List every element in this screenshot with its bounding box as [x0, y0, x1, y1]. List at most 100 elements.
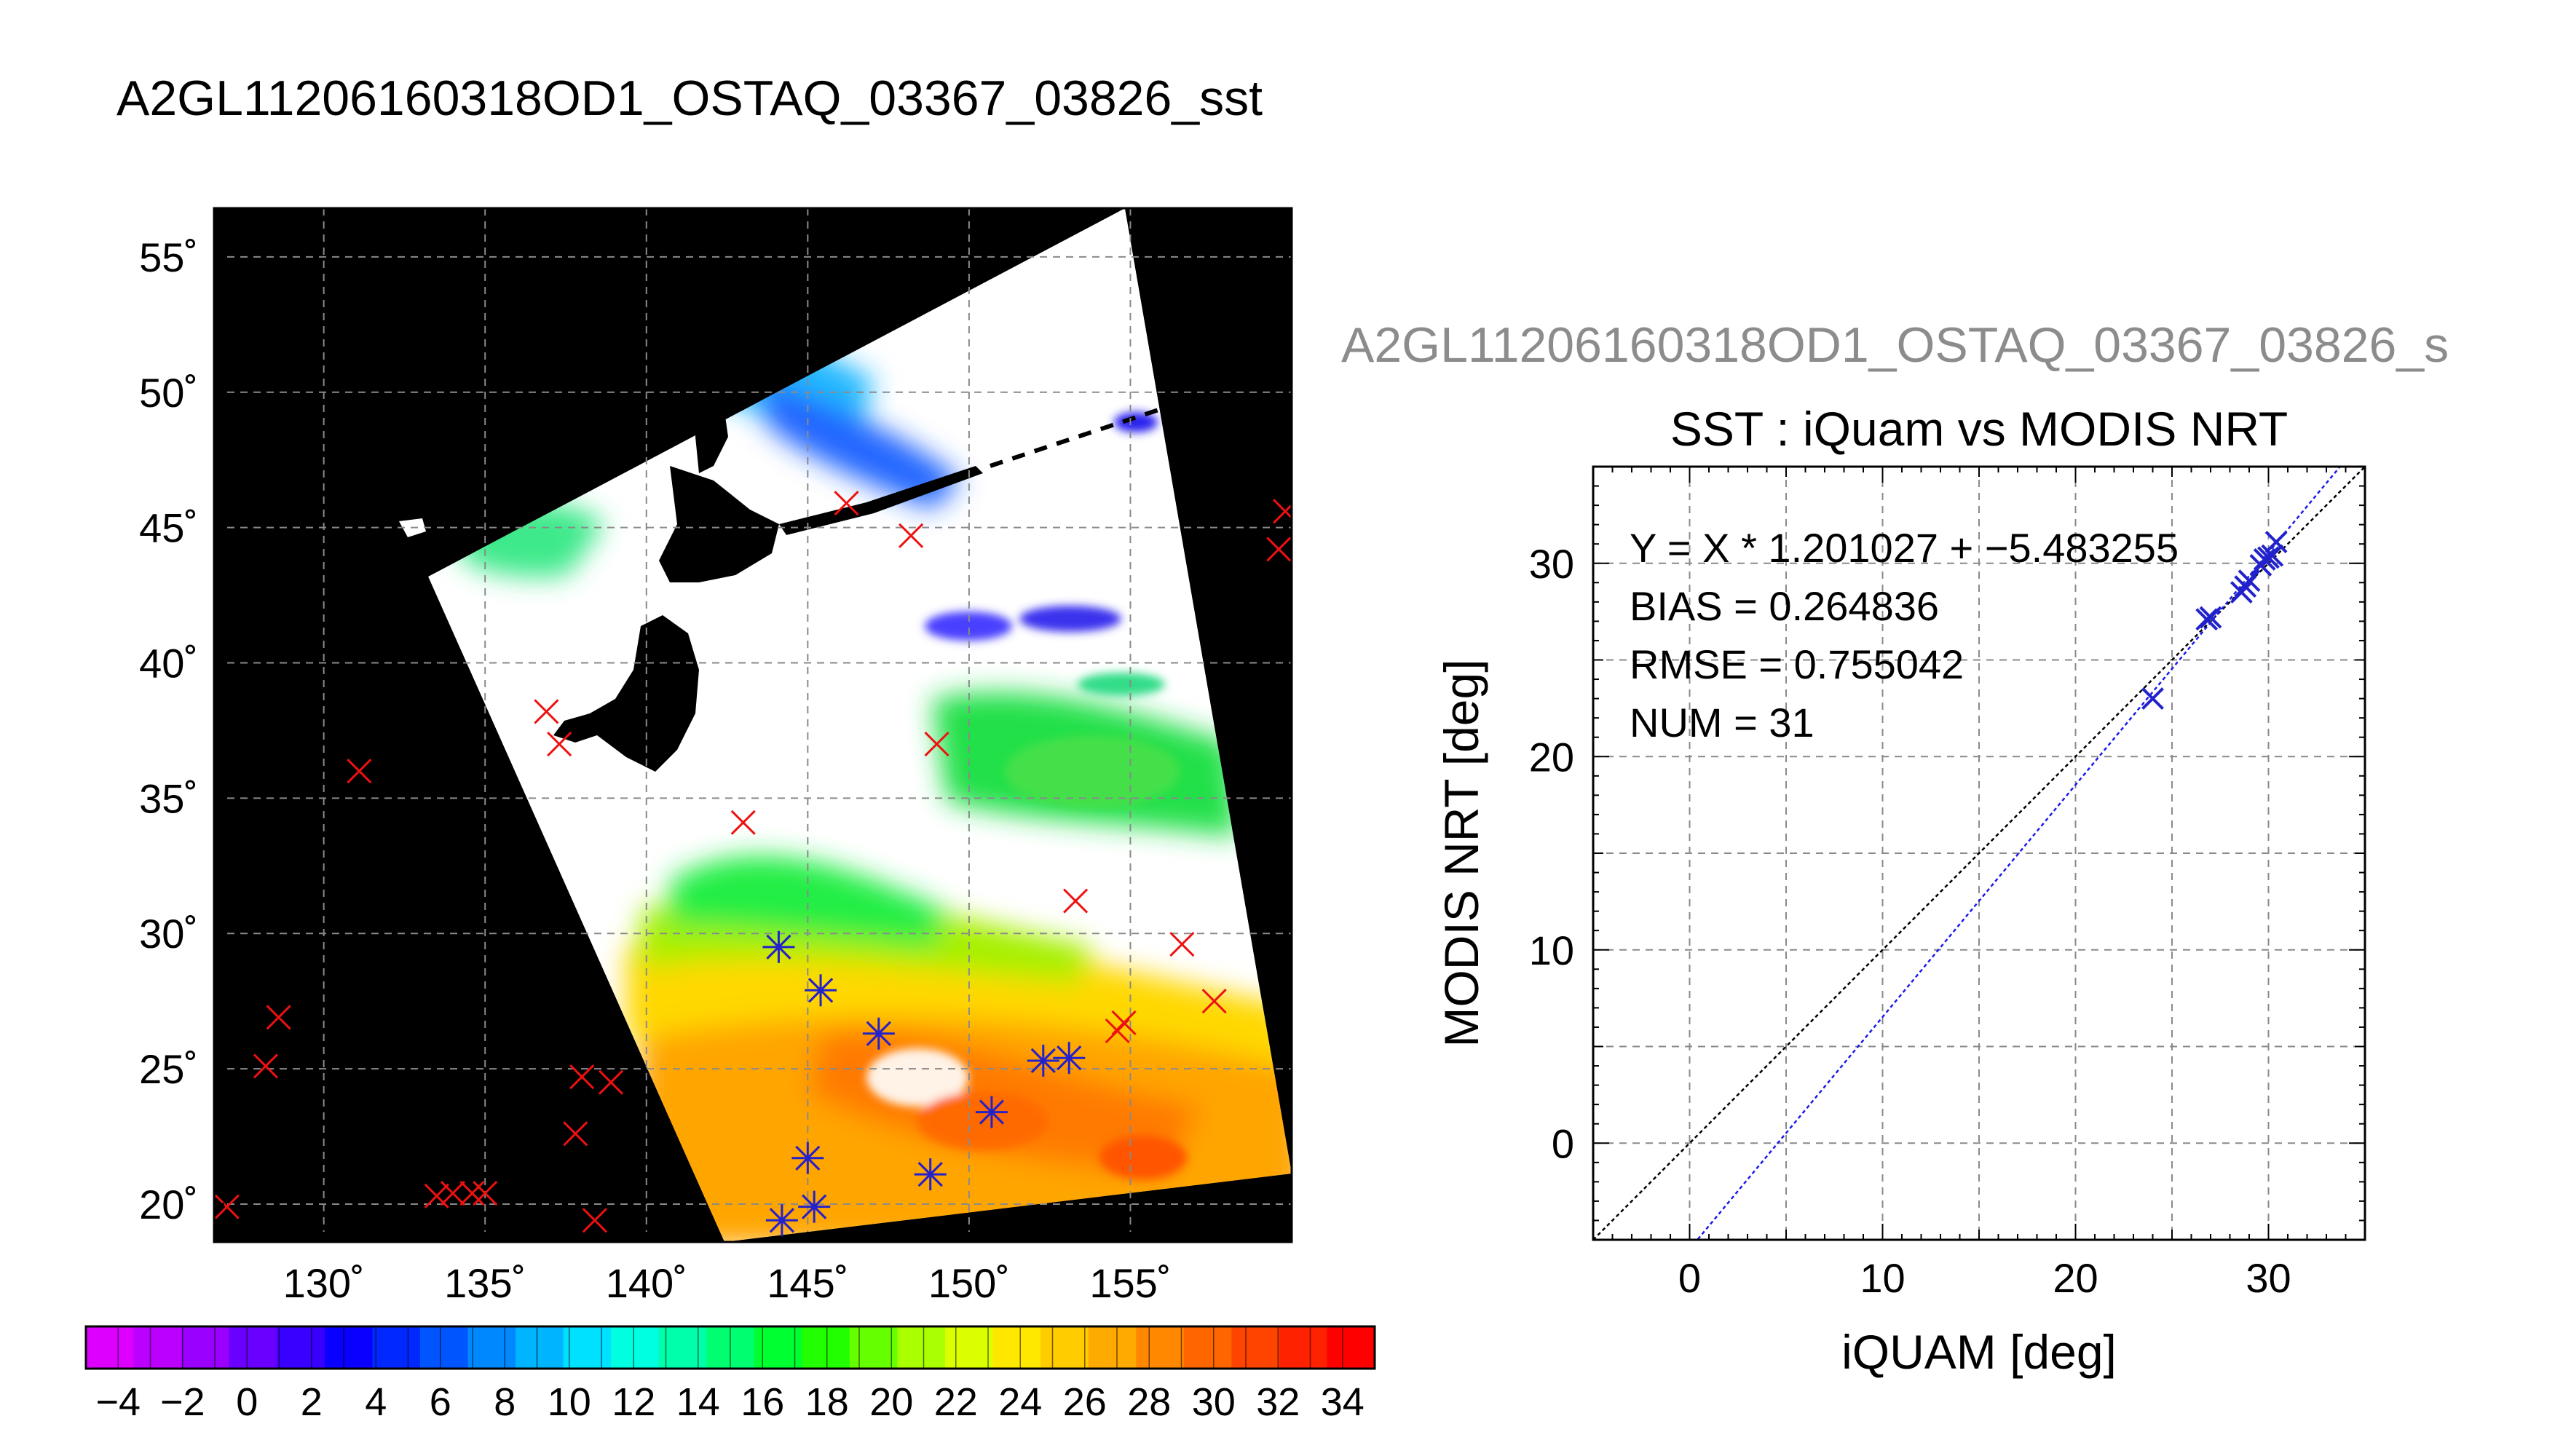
land-kurils: [779, 466, 983, 535]
colorbar-cell: [1088, 1326, 1137, 1369]
map-lat-label: 55˚: [139, 234, 198, 280]
colorbar-cell: [419, 1326, 469, 1369]
colorbar-label: 20: [869, 1380, 913, 1424]
colorbar-label: 8: [494, 1380, 516, 1424]
scatter-point: [2261, 544, 2284, 567]
land-hokkaido: [659, 466, 779, 582]
iquam-marker: [924, 731, 949, 757]
colorbar-label: 4: [365, 1380, 387, 1424]
iquam-marker: [1111, 1010, 1137, 1035]
iquam-marker: [899, 523, 924, 548]
map-lat-label: 45˚: [139, 505, 198, 551]
map-lon-label: 135˚: [444, 1260, 526, 1306]
matchup-marker: [765, 1204, 798, 1237]
colorbar-label: 10: [548, 1380, 591, 1424]
colorbar-cell: [467, 1326, 516, 1369]
map-panel: 130˚ 135˚ 140˚ 145˚ 150˚ 155˚ 55˚ 50˚ 45˚ 40˚ 35˚ 3…: [139, 207, 1293, 1306]
scatter-point: [2238, 569, 2261, 593]
stat-bias: BIAS = 0.264836: [1630, 583, 1939, 629]
colorbar-label: 24: [998, 1380, 1042, 1424]
colorbar-cell: [229, 1326, 277, 1369]
sst-band-blue: [765, 379, 961, 510]
colorbar-label: 32: [1256, 1380, 1300, 1424]
colorbar-cell: [802, 1326, 850, 1369]
map-lon-label: 150˚: [928, 1260, 1010, 1306]
colorbar-cell: [849, 1326, 899, 1369]
scatter-title: SST : iQuam vs MODIS NRT: [1670, 402, 2288, 456]
iquam-marker: [1063, 888, 1089, 914]
iquam-marker: [214, 1194, 240, 1219]
colorbar-label: 26: [1063, 1380, 1107, 1424]
map-lon-label: 145˚: [767, 1260, 848, 1306]
iquam-marker: [582, 1208, 607, 1233]
stat-rmse: RMSE = 0.755042: [1630, 641, 1964, 687]
colorbar-cell: [658, 1326, 707, 1369]
colorbar-cell: [1136, 1326, 1185, 1369]
land-masses: [399, 269, 1166, 772]
iquam-marker: [547, 731, 572, 757]
colorbar-label: −2: [160, 1380, 205, 1424]
colorbar-cell: [1040, 1326, 1089, 1369]
land-kuril-dashes: [990, 405, 1166, 468]
scatter-lines: [1593, 467, 2365, 1240]
sst-band-green: [670, 855, 947, 946]
sst-patch: [1005, 735, 1180, 808]
land-honshu: [553, 615, 699, 772]
colorbar-label: 0: [236, 1380, 258, 1424]
sst-patch: [1078, 673, 1165, 696]
iquam-marker: [459, 1181, 485, 1206]
colorbar-cell: [277, 1326, 325, 1369]
scatter-ylabel: MODIS NRT [deg]: [1434, 659, 1488, 1047]
scatter-points: [2141, 531, 2288, 711]
iquam-marker: [347, 759, 372, 784]
matchup-marker: [1053, 1042, 1086, 1075]
map-lat-label: 25˚: [139, 1046, 198, 1092]
iquam-marker: [253, 1053, 278, 1079]
colorbar-cell: [611, 1326, 660, 1369]
land-sakhalin: [692, 277, 746, 473]
colorbar-label: 6: [430, 1380, 451, 1424]
matchup-marker: [975, 1096, 1008, 1128]
map-axis-ticks: 130˚ 135˚ 140˚ 145˚ 150˚ 155˚ 55˚ 50˚ 45˚ 40˚ 35˚ 3…: [139, 234, 1171, 1306]
colorbar-label: 18: [805, 1380, 849, 1424]
map-grid: [214, 208, 1292, 1242]
matchup-marker: [805, 974, 837, 1007]
colorbar-label: 28: [1127, 1380, 1171, 1424]
iquam-marker: [569, 1064, 595, 1090]
map-lat-label: 50˚: [139, 370, 198, 416]
colorbar-cell: [992, 1326, 1041, 1369]
scatter-y-tick-label: 20: [1529, 734, 1574, 780]
matchup-marker: [791, 1142, 824, 1174]
iquam-marker: [534, 699, 559, 724]
matchup-marker: [914, 1158, 947, 1191]
sst-patch: [1099, 1136, 1187, 1179]
colorbar-cell: [563, 1326, 612, 1369]
colorbar-cell: [1183, 1326, 1232, 1369]
fit-line: [1696, 467, 2342, 1240]
colorbar-label: 14: [676, 1380, 720, 1424]
map-lon-label: 130˚: [283, 1260, 365, 1306]
colorbar-cell: [372, 1326, 421, 1369]
iquam-markers: [214, 491, 1292, 1237]
map-lat-label: 40˚: [139, 641, 198, 687]
scatter-panel: A2GL11206160318OD1_OSTAQ_03367_03826_s S…: [1341, 317, 2449, 1379]
stat-fit-equation: Y = X * 1.201027 + −5.483255: [1630, 525, 2179, 571]
map-frame: [213, 207, 1293, 1243]
iquam-marker: [834, 491, 859, 516]
iquam-marker: [598, 1069, 624, 1095]
matchup-marker: [1027, 1044, 1059, 1077]
scatter-x-tick-label: 0: [1678, 1255, 1701, 1301]
iquam-marker: [730, 810, 756, 835]
scatter-x-tick-label: 10: [1860, 1255, 1905, 1301]
scatter-ticks: 0 10 20 30 0 10 20 30: [1529, 466, 2366, 1301]
colorbar-cell: [945, 1326, 994, 1369]
matchup-marker: [762, 930, 795, 963]
sst-patch: [1019, 606, 1121, 632]
colorbar-cell: [324, 1326, 373, 1369]
iquam-marker: [440, 1181, 465, 1206]
scatter-y-tick-label: 0: [1552, 1120, 1574, 1166]
colorbar-cell: [133, 1326, 182, 1369]
colorbar-cell: [86, 1326, 135, 1369]
satellite-swath: [428, 208, 1292, 1242]
